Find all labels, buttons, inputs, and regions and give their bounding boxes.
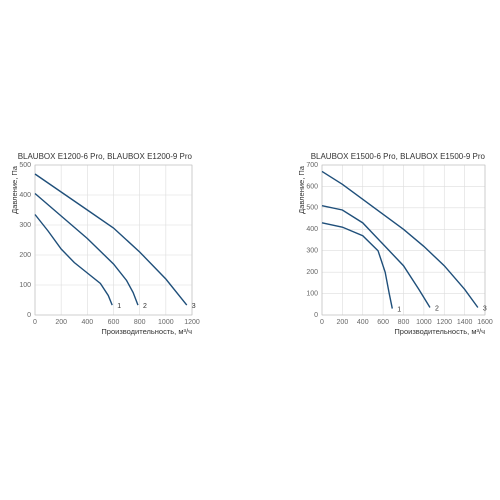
x-axis-label: Производительность, м³/ч xyxy=(394,327,485,336)
y-tick-label: 100 xyxy=(19,282,31,289)
y-tick-label: 200 xyxy=(306,269,318,276)
plot-frame xyxy=(321,164,486,316)
y-tick-label: 700 xyxy=(306,162,318,169)
chart-title: BLAUBOX E1500-6 Pro, BLAUBOX E1500-9 Pro xyxy=(311,152,486,161)
x-tick-label: 600 xyxy=(377,319,389,326)
curve-label: 3 xyxy=(483,305,487,312)
x-tick-label: 0 xyxy=(33,319,37,326)
y-tick-label: 400 xyxy=(19,192,31,199)
y-tick-label: 0 xyxy=(27,312,31,319)
y-tick-label: 300 xyxy=(19,222,31,229)
x-tick-label: 1200 xyxy=(184,319,200,326)
y-tick-label: 400 xyxy=(306,226,318,233)
curve xyxy=(34,192,139,306)
curve xyxy=(34,173,188,306)
y-tick-label: 0 xyxy=(314,312,318,319)
y-axis-label: Давление, Па xyxy=(297,165,306,214)
x-tick-label: 400 xyxy=(357,319,369,326)
y-tick-label: 300 xyxy=(306,248,318,255)
chart-title: BLAUBOX E1200-6 Pro, BLAUBOX E1200-9 Pro xyxy=(18,152,193,161)
x-tick-label: 1000 xyxy=(416,319,432,326)
x-tick-label: 200 xyxy=(337,319,349,326)
curve xyxy=(321,222,393,309)
x-tick-label: 400 xyxy=(81,319,93,326)
curve xyxy=(321,170,479,308)
x-tick-label: 1000 xyxy=(158,319,174,326)
plot-frame xyxy=(34,164,193,316)
x-axis-label: Производительность, м³/ч xyxy=(101,327,192,336)
curve-label: 3 xyxy=(192,303,196,310)
x-tick-label: 0 xyxy=(320,319,324,326)
y-tick-label: 200 xyxy=(19,252,31,259)
y-tick-label: 100 xyxy=(306,290,318,297)
x-tick-label: 800 xyxy=(398,319,410,326)
y-tick-label: 500 xyxy=(19,162,31,169)
x-tick-label: 600 xyxy=(108,319,120,326)
x-tick-label: 1600 xyxy=(477,319,493,326)
curve-label: 1 xyxy=(397,306,401,313)
x-tick-label: 200 xyxy=(55,319,67,326)
x-tick-label: 800 xyxy=(134,319,146,326)
curve-label: 1 xyxy=(117,303,121,310)
curve-label: 2 xyxy=(435,305,439,312)
curve-label: 2 xyxy=(143,303,147,310)
y-axis-label: Давление, Па xyxy=(10,165,19,214)
x-tick-label: 1200 xyxy=(436,319,452,326)
y-tick-label: 500 xyxy=(306,205,318,212)
curve xyxy=(34,214,113,306)
x-tick-label: 1400 xyxy=(457,319,473,326)
curve xyxy=(321,205,431,308)
y-tick-label: 600 xyxy=(306,183,318,190)
